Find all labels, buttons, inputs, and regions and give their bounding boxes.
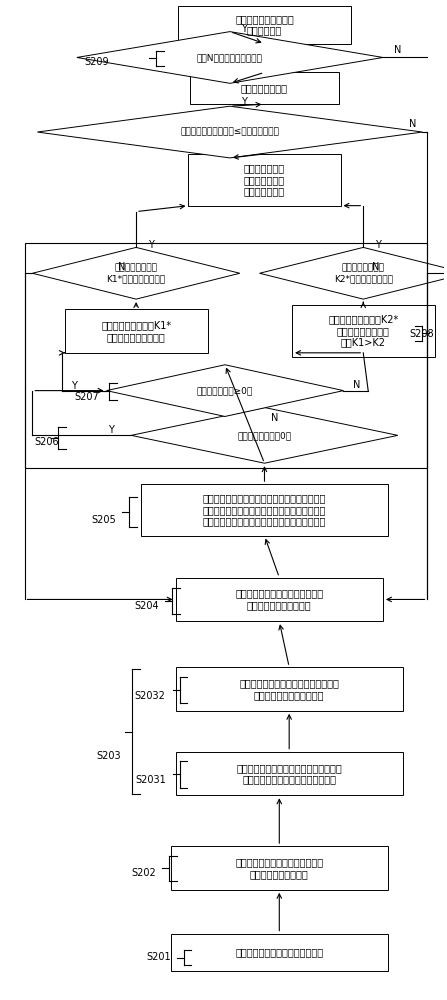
Text: S202: S202	[131, 868, 156, 878]
Text: 第二环境亮度差＞
K1*第一环境亮度差？: 第二环境亮度差＞ K1*第一环境亮度差？	[106, 264, 166, 283]
Text: 获取图像亮度值、增益及曝光时间: 获取图像亮度值、增益及曝光时间	[235, 947, 323, 957]
Polygon shape	[260, 247, 447, 299]
Text: S2031: S2031	[135, 775, 166, 785]
FancyBboxPatch shape	[176, 667, 403, 711]
Text: 将第二环境亮度差与K1*
第一环境亮度差相比较: 将第二环境亮度差与K1* 第一环境亮度差相比较	[101, 320, 171, 342]
Text: N: N	[409, 119, 416, 129]
Text: N: N	[271, 413, 278, 423]
Polygon shape	[131, 408, 398, 463]
Text: 计算上述多个夜模式下的曝光量的平均
值，将其作为夜曝光量阈值: 计算上述多个夜模式下的曝光量的平均 值，将其作为夜曝光量阈值	[239, 678, 339, 700]
FancyBboxPatch shape	[171, 846, 388, 890]
FancyBboxPatch shape	[190, 72, 338, 104]
Text: Y: Y	[241, 24, 247, 34]
Polygon shape	[32, 247, 240, 299]
Text: Y: Y	[148, 240, 154, 250]
FancyBboxPatch shape	[64, 309, 208, 353]
Text: 连续N次满足夜切日条件？: 连续N次满足夜切日条件？	[197, 53, 263, 62]
Text: N: N	[118, 262, 125, 272]
Text: N: N	[394, 45, 401, 55]
Text: 将当前夜模式下
的曝光量与夜曝
光量阈值相比较: 将当前夜模式下 的曝光量与夜曝 光量阈值相比较	[244, 163, 285, 196]
Text: 在夜模式下，获取外界环境发生变化的某
一时间段内的多个夜模式下的曝光量: 在夜模式下，获取外界环境发生变化的某 一时间段内的多个夜模式下的曝光量	[236, 763, 342, 784]
FancyBboxPatch shape	[176, 752, 403, 795]
Text: S205: S205	[92, 515, 116, 525]
FancyBboxPatch shape	[291, 305, 435, 357]
Text: N: N	[353, 380, 360, 390]
Text: 判断切换至日模式并进
行相应的操作: 判断切换至日模式并进 行相应的操作	[235, 14, 294, 35]
Text: N: N	[372, 262, 380, 272]
Text: 将第一夜模式亮度值和日模式亮度值的平均值的
差值作为第一环境亮度差；将第二夜模式亮度值
和第一夜模式亮度值的差值作为第二环境亮度差: 将第一夜模式亮度值和日模式亮度值的平均值的 差值作为第一环境亮度差；将第二夜模式…	[203, 493, 326, 527]
FancyBboxPatch shape	[141, 484, 388, 536]
Text: Y: Y	[71, 381, 77, 391]
Text: 第二环境亮度差≥0？: 第二环境亮度差≥0？	[197, 386, 253, 395]
Text: Y: Y	[109, 425, 114, 435]
Text: 将切换前夜模式下的外界环境亮度
值作为第二夜模式亮度值: 将切换前夜模式下的外界环境亮度 值作为第二夜模式亮度值	[235, 589, 323, 610]
Text: 根据图像亮度值、增益及曝光时间
计算出外界环境亮度值: 根据图像亮度值、增益及曝光时间 计算出外界环境亮度值	[235, 857, 323, 879]
Text: Y: Y	[375, 240, 381, 250]
Text: S209: S209	[85, 57, 110, 67]
Polygon shape	[106, 365, 343, 416]
FancyBboxPatch shape	[178, 6, 351, 44]
Text: 将第二环境亮度差与K2*
第一环境亮度差相比
较，K1>K2: 将第二环境亮度差与K2* 第一环境亮度差相比 较，K1>K2	[328, 314, 398, 348]
Text: S208: S208	[409, 329, 434, 339]
Text: S201: S201	[146, 952, 171, 962]
Text: S206: S206	[34, 437, 59, 447]
Text: 当前夜模式下的曝光量≤夜曝光量阈值？: 当前夜模式下的曝光量≤夜曝光量阈值？	[181, 128, 279, 137]
FancyBboxPatch shape	[171, 934, 388, 971]
Text: 第一环境亮度差＜0？: 第一环境亮度差＜0？	[237, 431, 291, 440]
Text: S204: S204	[134, 601, 159, 611]
Text: S207: S207	[75, 392, 100, 402]
FancyBboxPatch shape	[176, 578, 383, 621]
Polygon shape	[77, 32, 383, 83]
Text: 满足夜切日的条件: 满足夜切日的条件	[241, 83, 288, 93]
Text: S203: S203	[97, 751, 121, 761]
Polygon shape	[38, 106, 422, 158]
Text: 第二环境亮度差＞
K2*第一环境亮度差？: 第二环境亮度差＞ K2*第一环境亮度差？	[334, 264, 393, 283]
FancyBboxPatch shape	[188, 154, 341, 206]
Bar	[25, 243, 427, 468]
Text: Y: Y	[241, 97, 247, 107]
Text: S2032: S2032	[135, 691, 166, 701]
